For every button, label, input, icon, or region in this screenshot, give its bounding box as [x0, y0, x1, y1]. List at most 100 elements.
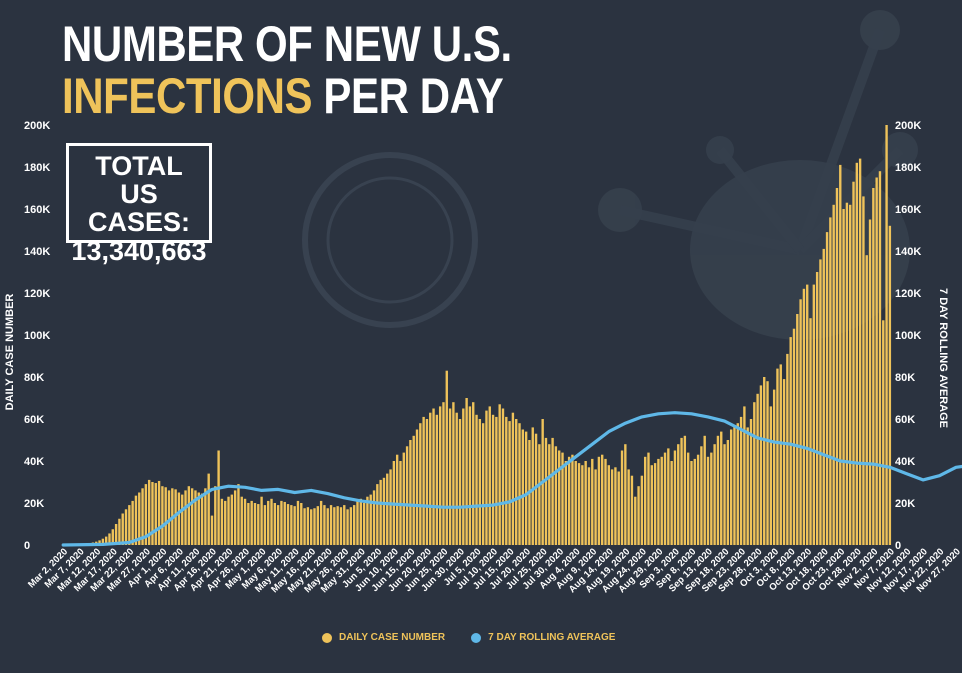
- daily-bar: [799, 299, 802, 545]
- daily-bar: [521, 429, 525, 545]
- daily-bar: [630, 475, 634, 545]
- daily-bar: [402, 452, 405, 545]
- daily-bar: [445, 370, 448, 545]
- daily-bar: [346, 509, 349, 545]
- daily-bar: [187, 486, 191, 545]
- legend-item-daily: DAILY CASE NUMBER: [322, 632, 445, 643]
- daily-bar: [723, 444, 726, 545]
- daily-bar: [584, 461, 587, 545]
- daily-bar: [703, 435, 706, 545]
- daily-bar: [819, 259, 822, 545]
- daily-bar: [409, 440, 412, 545]
- y-axis-label-right: 7 DAY ROLLING AVERAGE: [937, 288, 949, 428]
- daily-bar: [488, 406, 491, 545]
- daily-bar: [356, 500, 359, 545]
- daily-bar: [571, 454, 574, 545]
- us-cases-label: US CASES:: [87, 179, 190, 237]
- y-axis-right: 0 20K 40K 60K 80K 100K 120K 140K 160K 180K 200K: [895, 120, 921, 552]
- daily-bar: [852, 181, 855, 545]
- daily-bar: [624, 444, 627, 545]
- legend-label-rolling: 7 DAY ROLLING AVERAGE: [488, 632, 616, 643]
- daily-bar: [763, 377, 766, 545]
- daily-bar: [508, 421, 511, 545]
- daily-bar: [564, 461, 568, 545]
- daily-bar: [481, 423, 485, 545]
- daily-bar: [104, 536, 108, 545]
- daily-bar: [190, 488, 194, 545]
- daily-bar: [849, 204, 852, 546]
- chart-title: NUMBER OF NEW U.S. INFECTIONS PER DAY: [62, 18, 512, 122]
- daily-bar: [789, 337, 792, 545]
- daily-bar: [319, 500, 323, 545]
- y-axis-left: 0 20K 40K 60K 80K 100K 120K 140K 160K 180K 200K: [24, 120, 50, 552]
- daily-bar: [412, 435, 415, 545]
- daily-bar: [531, 427, 534, 545]
- daily-bar: [858, 158, 862, 545]
- daily-bar: [806, 284, 809, 545]
- daily-bar: [200, 493, 204, 545]
- daily-bar: [756, 393, 759, 545]
- y-tick-label-left: 100K: [24, 330, 50, 342]
- daily-bar: [548, 444, 551, 545]
- daily-bar: [425, 419, 429, 545]
- daily-bar: [511, 412, 515, 545]
- daily-bar: [181, 494, 184, 545]
- daily-bar: [868, 219, 872, 545]
- y-tick-label-left: 120K: [24, 288, 50, 300]
- daily-bar: [101, 538, 105, 545]
- daily-bar: [551, 437, 554, 545]
- daily-bar: [538, 444, 541, 545]
- daily-bar: [448, 408, 452, 545]
- daily-bar: [435, 414, 439, 545]
- daily-bar: [276, 505, 280, 545]
- daily-bar: [468, 406, 472, 545]
- daily-bar: [293, 506, 296, 545]
- daily-bar: [700, 446, 703, 545]
- daily-bar: [643, 456, 647, 545]
- daily-bar: [336, 506, 339, 545]
- daily-bar: [147, 479, 151, 545]
- title-line-1: NUMBER OF NEW U.S.: [62, 16, 512, 72]
- daily-bar: [614, 467, 617, 545]
- y-tick-label-right: 120K: [895, 288, 921, 300]
- daily-bar: [726, 440, 730, 545]
- daily-bar: [769, 406, 773, 545]
- daily-bar: [257, 504, 260, 545]
- daily-bar: [438, 406, 442, 545]
- daily-bar: [815, 272, 819, 545]
- daily-bar: [882, 320, 885, 545]
- daily-bar: [465, 398, 468, 545]
- daily-bar: [247, 503, 250, 545]
- daily-bar: [706, 456, 710, 545]
- daily-bar: [296, 500, 300, 545]
- legend-label-daily: DAILY CASE NUMBER: [339, 632, 446, 643]
- daily-bar: [376, 484, 379, 545]
- daily-bar: [680, 437, 683, 545]
- daily-bar: [832, 204, 835, 546]
- daily-bar: [366, 496, 369, 545]
- y-tick-label-right: 20K: [895, 498, 915, 510]
- daily-bar: [478, 419, 482, 545]
- daily-bar: [121, 513, 124, 545]
- daily-bar: [812, 284, 816, 545]
- daily-bar: [395, 454, 399, 545]
- daily-bar: [250, 500, 253, 545]
- daily-bar: [472, 402, 475, 545]
- total-label: TOTAL: [95, 151, 183, 181]
- daily-bar: [233, 490, 237, 545]
- daily-bar: [498, 404, 501, 545]
- daily-bar: [779, 364, 782, 545]
- daily-bar: [842, 209, 845, 545]
- daily-bar: [713, 444, 716, 545]
- daily-bar: [131, 500, 134, 545]
- y-tick-label-left: 60K: [24, 414, 44, 426]
- daily-bar: [597, 456, 601, 545]
- title-line-2: INFECTIONS PER DAY: [62, 70, 512, 122]
- daily-bar: [667, 448, 670, 545]
- y-tick-label-right: 40K: [895, 456, 915, 468]
- daily-bar: [591, 458, 594, 545]
- daily-bar: [845, 202, 849, 545]
